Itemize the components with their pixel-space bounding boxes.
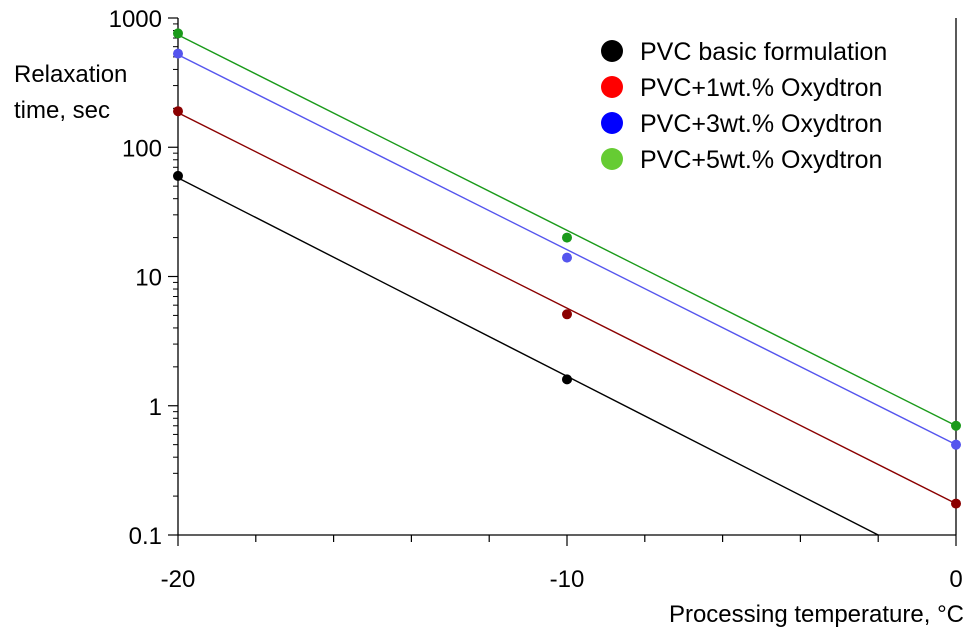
series-line-1 bbox=[177, 177, 879, 536]
data-point-s2-2 bbox=[562, 309, 572, 320]
data-point-s3-2 bbox=[562, 252, 572, 263]
y-tick-label: 1000 bbox=[109, 6, 162, 33]
y-tick-label: 100 bbox=[122, 135, 162, 162]
series-lines bbox=[177, 34, 957, 536]
data-point-s3-1 bbox=[173, 48, 183, 59]
data-point-s1-1 bbox=[173, 170, 183, 181]
legend-marker-2 bbox=[601, 76, 623, 98]
y-axis-title: Relaxation time, sec bbox=[14, 61, 127, 124]
x-axis-title: Processing temperature, °C bbox=[669, 601, 964, 628]
legend-marker-1 bbox=[601, 40, 623, 62]
legend: PVC basic formulation PVC+1wt.% Oxydtron P… bbox=[601, 38, 887, 174]
series-line-4 bbox=[177, 34, 957, 427]
legend-label-1: PVC basic formulation bbox=[640, 38, 887, 66]
y-axis-title-line-2: time, sec bbox=[14, 97, 110, 124]
y-tick-label: 1 bbox=[149, 394, 162, 421]
data-point-s1-2 bbox=[562, 374, 572, 385]
legend-label-4: PVC+5wt.% Oxydtron bbox=[640, 146, 882, 174]
series-line-3 bbox=[177, 54, 957, 446]
y-axis-title-line-1: Relaxation bbox=[14, 61, 127, 88]
x-tick-label: -20 bbox=[161, 566, 196, 593]
y-tick-label: 0.1 bbox=[129, 523, 162, 550]
data-point-s4-3 bbox=[951, 420, 961, 431]
data-point-s4-2 bbox=[562, 232, 572, 243]
data-point-s2-1 bbox=[173, 106, 183, 117]
legend-label-3: PVC+3wt.% Oxydtron bbox=[640, 110, 882, 138]
x-tick-label: -10 bbox=[550, 566, 585, 593]
x-axis-ticks: -20 -10 0 bbox=[161, 535, 963, 593]
x-tick-label: 0 bbox=[949, 566, 962, 593]
legend-marker-4 bbox=[601, 148, 623, 170]
data-point-s2-3 bbox=[951, 498, 961, 509]
data-point-s3-3 bbox=[951, 439, 961, 450]
data-point-s4-1 bbox=[173, 28, 183, 39]
series-points bbox=[173, 28, 961, 509]
y-tick-label: 10 bbox=[135, 265, 162, 292]
legend-marker-3 bbox=[601, 112, 623, 134]
series-line-2 bbox=[177, 112, 957, 505]
legend-label-2: PVC+1wt.% Oxydtron bbox=[640, 74, 882, 102]
y-axis-ticks: 0.1 1 10 100 1000 bbox=[109, 6, 178, 550]
